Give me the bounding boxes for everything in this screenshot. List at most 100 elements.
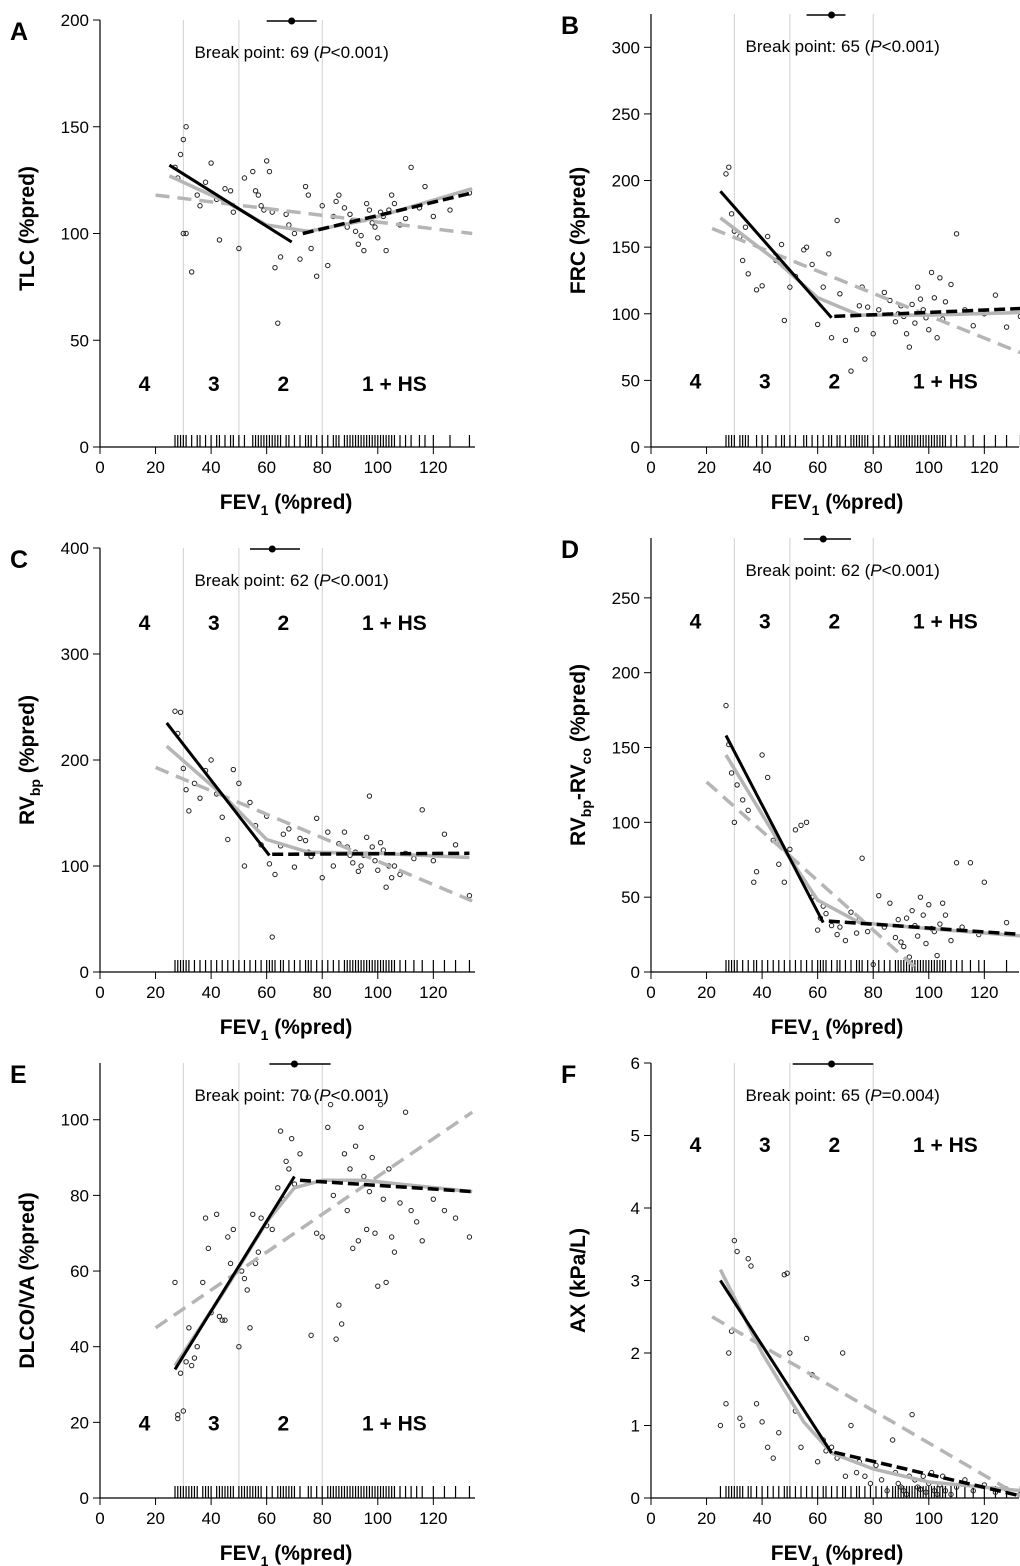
- piecewise-fit-right: [833, 1450, 1020, 1498]
- data-point: [183, 124, 189, 130]
- data-point: [776, 861, 782, 867]
- data-point: [413, 1219, 420, 1225]
- data-point: [803, 1335, 810, 1342]
- linear-fit-line: [154, 1110, 474, 1330]
- data-point: [197, 203, 203, 209]
- data-point: [222, 1317, 228, 1323]
- data-point: [408, 1207, 414, 1214]
- data-point: [739, 257, 746, 264]
- x-tick-label: 20: [146, 1509, 165, 1528]
- data-point: [798, 822, 804, 829]
- data-point: [180, 1408, 187, 1414]
- stage-label: 3: [759, 610, 771, 633]
- data-point: [177, 1370, 184, 1376]
- y-axis-title: AX (kPa/L): [567, 1228, 590, 1333]
- data-point: [948, 937, 954, 944]
- x-tick-label: 40: [753, 458, 772, 477]
- data-point: [848, 368, 854, 374]
- data-point: [388, 192, 395, 198]
- data-point: [419, 1238, 425, 1244]
- data-point: [230, 766, 237, 773]
- data-point: [213, 1211, 220, 1218]
- piecewise-fit-right: [272, 851, 470, 857]
- data-point: [942, 1488, 949, 1494]
- stage-label: 1 + HS: [362, 1412, 427, 1435]
- data-point: [939, 1473, 946, 1479]
- data-point: [419, 807, 425, 813]
- data-point: [175, 1415, 181, 1422]
- data-point: [183, 1359, 189, 1365]
- data-point: [286, 826, 292, 832]
- data-point: [361, 247, 367, 254]
- data-point: [363, 1226, 370, 1233]
- y-tick-label: 150: [61, 118, 89, 137]
- data-point: [302, 183, 309, 190]
- data-point: [172, 708, 178, 714]
- data-point: [787, 846, 793, 852]
- data-point: [241, 1275, 248, 1282]
- x-tick-label: 40: [202, 458, 221, 477]
- data-point: [441, 831, 448, 837]
- data-point: [823, 910, 829, 917]
- data-point: [914, 284, 921, 290]
- stage-label: 3: [759, 1134, 771, 1157]
- data-point: [388, 874, 395, 881]
- data-point: [853, 1469, 860, 1476]
- data-point: [369, 1154, 375, 1161]
- data-point: [358, 1124, 364, 1131]
- data-point: [726, 164, 732, 170]
- piecewise-fit-left: [719, 190, 833, 319]
- data-point: [383, 247, 389, 254]
- data-point: [372, 858, 378, 864]
- data-point: [792, 827, 799, 833]
- data-point: [734, 782, 740, 788]
- data-point: [313, 815, 320, 821]
- data-point: [717, 1422, 724, 1429]
- data-point: [225, 1234, 231, 1240]
- data-point: [236, 780, 242, 787]
- data-point: [216, 237, 223, 243]
- data-point: [283, 211, 289, 217]
- data-point: [753, 1401, 760, 1407]
- data-point: [194, 1343, 200, 1350]
- data-point: [842, 337, 849, 344]
- data-point: [222, 185, 228, 192]
- data-point: [377, 1101, 384, 1108]
- x-tick-label: 120: [970, 983, 998, 1002]
- data-point: [906, 954, 913, 960]
- data-point: [801, 247, 807, 253]
- data-point: [931, 295, 938, 301]
- data-point: [177, 151, 184, 158]
- stage-label: 2: [277, 1412, 289, 1435]
- data-point: [764, 233, 771, 240]
- data-point: [781, 317, 788, 324]
- linear-fit-line: [711, 1315, 1020, 1499]
- data-point: [422, 183, 428, 190]
- y-tick-label: 5: [631, 1127, 640, 1146]
- x-tick-label: 120: [419, 1509, 447, 1528]
- data-point: [970, 1488, 976, 1494]
- data-point: [901, 1488, 907, 1494]
- y-axis-title: DLCO/VA (%pred): [16, 1192, 39, 1368]
- piecewise-fit-left: [173, 1175, 296, 1371]
- data-point: [336, 192, 342, 198]
- data-point: [909, 1411, 915, 1418]
- data-point: [380, 847, 387, 853]
- data-point: [291, 230, 298, 237]
- break-point-marker: [819, 535, 827, 543]
- data-point: [753, 869, 760, 875]
- data-point: [369, 844, 375, 850]
- panel-letter: B: [561, 12, 579, 40]
- data-point: [928, 269, 935, 276]
- panel-d: 0 50 100 150 200 250 0 20 40 60 80 100 120 FEV1 (%pre…: [561, 535, 1020, 1043]
- x-axis-title: FEV1 (%pred): [220, 1016, 353, 1043]
- data-point: [739, 797, 746, 803]
- x-axis-title: FEV1 (%pred): [220, 1542, 353, 1566]
- data-point: [1017, 313, 1020, 320]
- x-tick-label: 100: [915, 1509, 943, 1528]
- x-tick-label: 40: [202, 1509, 221, 1528]
- data-point: [781, 879, 788, 885]
- loess-curve: [165, 744, 470, 860]
- break-point-marker: [268, 545, 276, 553]
